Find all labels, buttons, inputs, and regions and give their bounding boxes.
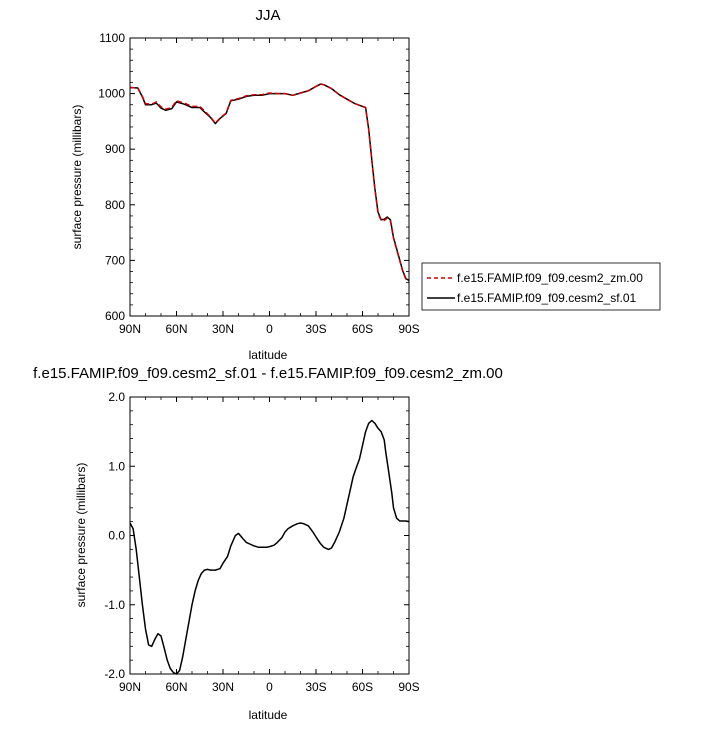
legend: f.e15.FAMIP.f09_f09.cesm2_zm.00 f.e15.FA…: [421, 262, 661, 311]
bottom-series-line-sf: [129, 419, 410, 675]
top-y-axis-label: surface pressure (millibars): [70, 105, 84, 250]
bottom-y-axis-label: surface pressure (millibars): [74, 463, 88, 608]
bottom-y-tick-label: -2.0: [104, 667, 125, 681]
bottom-plot-frame: [129, 396, 410, 675]
bottom-y-tick-label: 0.0: [108, 529, 125, 543]
bottom-x-tick-label: 30N: [212, 680, 234, 694]
top-x-tick-label: 90S: [398, 322, 419, 336]
top-x-tick-label: 0: [266, 322, 273, 336]
top-y-tick-label: 900: [105, 142, 125, 156]
bottom-y-tick-label: 1.0: [108, 459, 125, 473]
top-x-tick-label: 60S: [352, 322, 373, 336]
bottom-x-tick-label: 90N: [119, 680, 141, 694]
top-y-tick-label: 1000: [98, 87, 125, 101]
bottom-chart: f.e15.FAMIP.f09_f09.cesm2_sf.01 - f.e15.…: [33, 365, 503, 722]
legend-label-sf: f.e15.FAMIP.f09_f09.cesm2_sf.01: [457, 291, 637, 305]
bottom-x-tick-label: 30S: [305, 680, 326, 694]
top-chart-title: JJA: [255, 7, 280, 24]
top-chart: JJA 90N 60N 30N 0 30S 60S 90S 600 700 800 900 1000 1…: [70, 7, 661, 362]
top-y-tick-label: 700: [105, 253, 125, 267]
legend-label-zm: f.e15.FAMIP.f09_f09.cesm2_zm.00: [457, 271, 643, 285]
bottom-y-tick-label: -1.0: [104, 598, 125, 612]
bottom-y-tick-label: 2.0: [108, 390, 125, 404]
top-y-tick-label: 800: [105, 198, 125, 212]
bottom-x-tick-label: 60N: [165, 680, 187, 694]
top-x-tick-label: 90N: [119, 322, 141, 336]
top-y-tick-label: 600: [105, 309, 125, 323]
top-x-tick-label: 60N: [165, 322, 187, 336]
top-y-tick-label: 1100: [99, 31, 125, 45]
bottom-x-tick-label: 0: [266, 680, 273, 694]
top-series-line-zm: [129, 83, 410, 282]
bottom-x-tick-label: 90S: [398, 680, 419, 694]
top-plot-frame: [129, 37, 410, 317]
bottom-x-axis-label: latitude: [249, 708, 288, 722]
bottom-chart-title: f.e15.FAMIP.f09_f09.cesm2_sf.01 - f.e15.…: [33, 365, 503, 382]
top-x-tick-label: 30S: [305, 322, 326, 336]
top-x-tick-label: 30N: [212, 322, 234, 336]
legend-box: [421, 262, 661, 311]
top-x-axis-label: latitude: [249, 348, 288, 362]
bottom-x-tick-label: 60S: [352, 680, 373, 694]
